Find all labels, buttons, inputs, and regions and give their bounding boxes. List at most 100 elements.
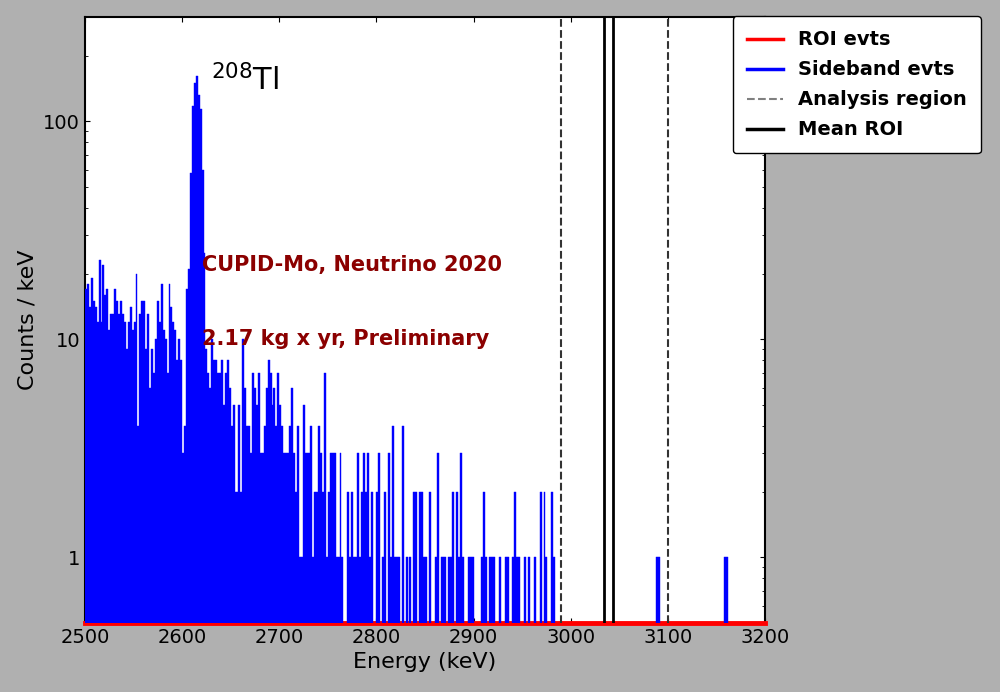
Bar — [134, 322, 136, 623]
Bar — [186, 289, 188, 623]
Bar — [483, 491, 485, 623]
Bar — [656, 557, 658, 623]
Bar — [170, 307, 172, 623]
Bar — [167, 373, 169, 623]
Bar — [419, 491, 421, 623]
Bar — [491, 557, 493, 623]
Bar — [551, 491, 553, 623]
Bar — [456, 491, 458, 623]
Text: CUPID-Mo, Neutrino 2020: CUPID-Mo, Neutrino 2020 — [202, 255, 502, 275]
Bar — [118, 314, 120, 623]
Bar — [132, 330, 134, 623]
Bar — [136, 273, 137, 623]
Bar — [273, 388, 275, 623]
Bar — [169, 284, 170, 623]
Bar — [153, 373, 155, 623]
Bar — [301, 557, 303, 623]
Bar — [130, 307, 132, 623]
Bar — [178, 339, 180, 623]
Bar — [235, 491, 237, 623]
Bar — [518, 557, 520, 623]
Bar — [120, 301, 122, 623]
Bar — [91, 278, 93, 623]
Bar — [376, 491, 378, 623]
Bar — [223, 405, 225, 623]
Bar — [553, 557, 555, 623]
Legend: ROI evts, Sideband evts, Analysis region, Mean ROI: ROI evts, Sideband evts, Analysis region… — [733, 16, 981, 154]
Bar — [176, 361, 178, 623]
Bar — [425, 557, 427, 623]
Bar — [528, 557, 530, 623]
Bar — [116, 301, 118, 623]
Bar — [128, 322, 130, 623]
Bar — [279, 405, 281, 623]
Bar — [505, 557, 507, 623]
Bar — [441, 557, 442, 623]
Bar — [489, 557, 491, 623]
Bar — [207, 373, 209, 623]
Bar — [205, 349, 207, 623]
Bar — [524, 557, 526, 623]
Bar — [512, 557, 514, 623]
Bar — [371, 491, 373, 623]
Bar — [254, 388, 256, 623]
Bar — [217, 373, 219, 623]
Bar — [277, 373, 279, 623]
Bar — [157, 301, 159, 623]
Bar — [229, 388, 231, 623]
Bar — [219, 373, 221, 623]
Bar — [270, 373, 272, 623]
Text: 2.17 kg x yr, Preliminary: 2.17 kg x yr, Preliminary — [202, 329, 489, 349]
Bar — [240, 491, 242, 623]
Bar — [308, 453, 310, 623]
Bar — [361, 491, 363, 623]
Bar — [470, 557, 472, 623]
Bar — [188, 269, 190, 623]
Bar — [248, 426, 250, 623]
Bar — [347, 491, 349, 623]
Bar — [114, 289, 116, 623]
Bar — [272, 405, 273, 623]
Bar — [266, 388, 268, 623]
Bar — [299, 557, 301, 623]
Bar — [213, 361, 215, 623]
Bar — [244, 388, 246, 623]
Bar — [363, 453, 365, 623]
Bar — [89, 307, 91, 623]
Bar — [260, 453, 262, 623]
Bar — [507, 557, 509, 623]
Bar — [97, 322, 99, 623]
Bar — [378, 453, 380, 623]
Bar — [141, 301, 143, 623]
Bar — [355, 557, 357, 623]
Bar — [460, 453, 462, 623]
Bar — [359, 557, 361, 623]
Bar — [237, 491, 238, 623]
Bar — [211, 339, 213, 623]
Bar — [437, 453, 439, 623]
Bar — [192, 107, 194, 623]
Bar — [332, 453, 334, 623]
Bar — [295, 491, 297, 623]
Bar — [99, 260, 101, 623]
Bar — [382, 557, 384, 623]
Bar — [190, 173, 192, 623]
Bar — [334, 453, 336, 623]
Bar — [250, 453, 252, 623]
Bar — [264, 426, 266, 623]
Bar — [287, 453, 289, 623]
Bar — [472, 557, 474, 623]
Bar — [316, 491, 318, 623]
Bar — [268, 361, 270, 623]
Bar — [303, 405, 305, 623]
Bar — [369, 557, 371, 623]
Bar — [724, 557, 726, 623]
Bar — [534, 557, 536, 623]
Bar — [365, 491, 367, 623]
Bar — [435, 557, 437, 623]
Bar — [275, 426, 277, 623]
Bar — [409, 557, 411, 623]
Bar — [180, 361, 182, 623]
Bar — [202, 170, 204, 623]
Bar — [165, 339, 167, 623]
